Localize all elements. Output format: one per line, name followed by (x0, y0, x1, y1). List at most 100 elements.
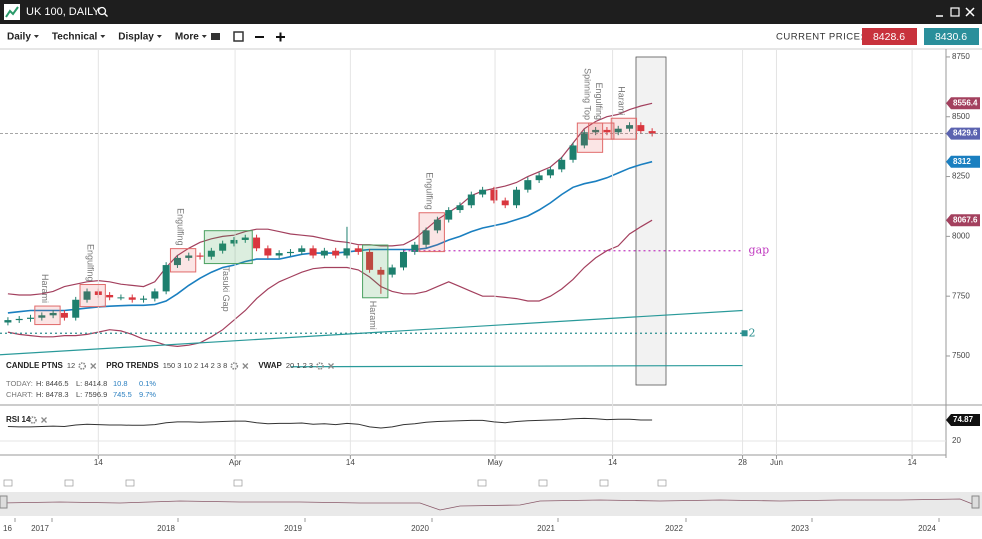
candle-body (366, 251, 374, 270)
trendline (290, 364, 743, 368)
x-tick-label: 14 (608, 458, 617, 467)
navigator-handle[interactable] (0, 495, 8, 509)
y-tick-label: 7500 (952, 351, 970, 360)
logo-mark (5, 6, 19, 18)
menu-button[interactable]: Technical (52, 32, 98, 43)
close-button[interactable] (965, 7, 975, 17)
event-marker (477, 479, 487, 487)
indicator-name[interactable]: VWAP (258, 361, 282, 370)
candle-body (513, 189, 521, 206)
x-tick-label: 28 (738, 458, 747, 467)
pattern-label: Engulfing (85, 244, 95, 282)
remove-icon[interactable] (328, 363, 334, 369)
bid-box[interactable] (862, 28, 917, 45)
candle-body (569, 145, 577, 160)
candle-body (140, 298, 148, 300)
price-tag-label: 8067.6 (953, 215, 978, 224)
pattern-label: Engulfing (594, 83, 604, 121)
title-bar (0, 0, 982, 24)
pattern-label: Harami (617, 86, 627, 115)
price-tag (946, 97, 980, 110)
ask-box[interactable] (924, 28, 979, 45)
candle-body (275, 253, 283, 256)
candle-body (535, 175, 543, 181)
settings-icon[interactable] (29, 416, 37, 424)
bid-price: 8428.6 (873, 31, 905, 43)
indicator-name[interactable]: PRO TRENDS (106, 361, 159, 370)
save-icon[interactable] (233, 31, 244, 42)
candle-body (72, 299, 80, 318)
indicator-name[interactable]: CANDLE PTNS (6, 361, 64, 370)
indicator-params: 20 1 2 3 (286, 361, 313, 370)
pattern-box (34, 305, 61, 326)
search-icon[interactable] (97, 6, 107, 16)
candle-body (377, 269, 385, 275)
pattern-label: Engulfing (424, 172, 434, 210)
navigator-label: 2020 (411, 524, 429, 533)
candle-body (603, 129, 611, 133)
settings-icon[interactable] (230, 362, 239, 370)
candle-body (162, 265, 170, 292)
candle-body (241, 237, 249, 240)
candle-body (185, 255, 193, 258)
candle-body (196, 255, 204, 257)
navigator-label: 16 (3, 524, 12, 533)
rsi-tag (946, 414, 980, 427)
pattern-label: Spinning Top (583, 68, 593, 120)
candle-body (399, 251, 407, 268)
zoom-in-button[interactable] (276, 32, 285, 42)
candle-body (422, 230, 430, 245)
popout-button[interactable] (950, 7, 960, 17)
candle-body (298, 248, 306, 252)
navigator-handle[interactable] (971, 495, 980, 509)
stat: TODAY: (6, 379, 33, 388)
rsi-title: RSI 14 (6, 415, 31, 424)
navigator[interactable] (0, 492, 982, 516)
candle-body (388, 267, 396, 275)
pattern-box (610, 117, 638, 140)
candle-body (332, 250, 340, 256)
pattern-box (588, 122, 615, 140)
candle-body (253, 237, 261, 249)
candle-body (558, 159, 566, 170)
current-price-label: CURRENT PRICE: (776, 32, 864, 43)
candle-body (354, 248, 362, 252)
navigator-label: 2018 (157, 524, 175, 533)
menu-button[interactable]: More (175, 32, 199, 43)
candle-body (490, 189, 498, 201)
candle-body (264, 248, 272, 256)
candle-body (580, 132, 588, 146)
stat: H: 8446.5 (36, 379, 69, 388)
candle-body (501, 200, 509, 206)
y-tick-label: 7750 (952, 291, 970, 300)
candle-body (637, 125, 645, 132)
stat: 745.5 (113, 390, 132, 399)
stat: 9.7% (139, 390, 156, 399)
remove-icon[interactable] (242, 363, 249, 369)
remove-icon[interactable] (41, 417, 47, 423)
navigator-history (0, 498, 976, 511)
pattern-box (418, 212, 445, 253)
candle-body (38, 315, 46, 318)
event-marker (657, 479, 667, 487)
menu-button[interactable]: Daily (7, 32, 31, 43)
candle-body (49, 312, 57, 316)
menu-button[interactable]: Display (118, 32, 154, 43)
settings-icon[interactable] (78, 362, 87, 370)
candle-body (309, 248, 317, 256)
event-marker (3, 479, 13, 487)
candle-body (626, 125, 634, 129)
settings-icon[interactable] (316, 362, 324, 370)
price-tag-label: 8429.6 (953, 129, 978, 138)
candle-body (320, 250, 328, 256)
remove-icon[interactable] (90, 363, 97, 369)
open-icon[interactable] (211, 33, 220, 40)
rsi-tick-label: 20 (952, 436, 961, 445)
candle-body (343, 248, 351, 256)
dropdown-arrow (33, 35, 39, 38)
price-tag-label: 8312 (953, 157, 971, 166)
event-marker (125, 479, 135, 487)
candle-body (411, 244, 419, 252)
